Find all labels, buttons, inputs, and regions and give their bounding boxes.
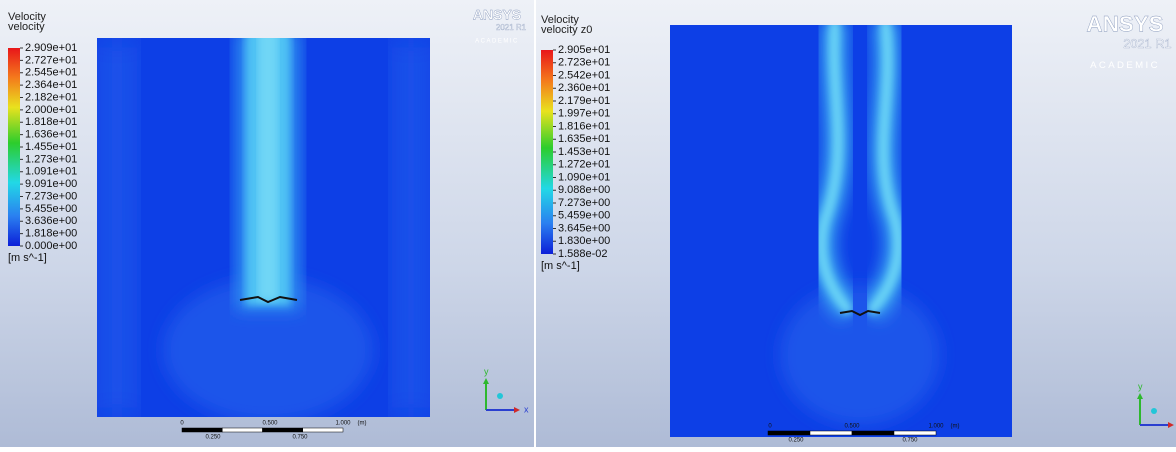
legend-label: 1.588e-02 (558, 248, 608, 260)
contour-plot (670, 20, 1012, 437)
legend-label: 1.273e+01 (25, 153, 77, 165)
legend-label: 3.636e+00 (25, 215, 77, 227)
legend-label: 9.091e+00 (25, 178, 77, 190)
legend-units: [m s^-1] (541, 260, 580, 272)
scale-segment (852, 431, 894, 435)
legend-label: 3.645e+00 (558, 222, 610, 234)
legend-label: 1.997e+01 (558, 108, 610, 120)
scale-label: (m) (951, 424, 960, 430)
scale-label: 0.750 (902, 438, 918, 444)
logo-edition: ACADEMIC (475, 39, 519, 45)
legend-label: 2.727e+01 (25, 54, 77, 66)
legend-label: 1.816e+01 (558, 120, 610, 132)
legend-label: 7.273e+00 (558, 197, 610, 209)
scale-label: 1.000 (928, 424, 944, 430)
scale-label: (m) (358, 421, 367, 427)
legend-label: 2.182e+01 (25, 91, 77, 103)
scale-label: 0.250 (788, 438, 804, 444)
legend-label: 2.000e+01 (25, 104, 77, 116)
legend-label: 5.459e+00 (558, 210, 610, 222)
screenshot: Velocityvelocity2.909e+012.727e+012.545e… (0, 0, 1176, 447)
legend-label: 1.455e+01 (25, 141, 77, 153)
logo-edition: ACADEMIC (1090, 60, 1160, 71)
legend-label: 2.905e+01 (558, 44, 610, 56)
colormap (541, 50, 553, 254)
legend-label: 2.545e+01 (25, 67, 77, 79)
legend-label: 2.179e+01 (558, 95, 610, 107)
scale-segment (222, 428, 262, 432)
triad-z (497, 393, 503, 399)
scale-label: 0.500 (844, 424, 860, 430)
legend-label: 1.635e+01 (558, 133, 610, 145)
triad-label: x (524, 404, 529, 414)
legend-label: 1.272e+01 (558, 159, 610, 171)
legend-label: 1.453e+01 (558, 146, 610, 158)
scale-label: 0.250 (205, 435, 221, 441)
legend-label: 1.636e+01 (25, 129, 77, 141)
scale-segment (810, 431, 852, 435)
legend-label: 5.455e+00 (25, 203, 77, 215)
logo-brand: ANSYS (473, 7, 521, 23)
legend-label: 1.830e+00 (558, 235, 610, 247)
scale-label: 0.500 (262, 421, 278, 427)
scale-label: 1.000 (335, 421, 351, 427)
legend-label: 7.273e+00 (25, 190, 77, 202)
legend-label: 1.818e+01 (25, 116, 77, 128)
legend-label: 2.542e+01 (558, 69, 610, 81)
scale-segment (182, 428, 222, 432)
legend-variable: velocity z0 (541, 24, 592, 36)
triad-z (1151, 408, 1157, 414)
legend-variable: velocity (8, 21, 45, 33)
triad-label: y (1138, 381, 1143, 391)
legend: Velocityvelocity2.909e+012.727e+012.545e… (8, 11, 77, 264)
legend-label: 9.088e+00 (558, 184, 610, 196)
legend-label: 2.364e+01 (25, 79, 77, 91)
logo-version: 2021 R1 (496, 23, 527, 32)
scale-segment (768, 431, 810, 435)
logo-version: 2021 R1 (1123, 36, 1171, 51)
scale-segment (894, 431, 936, 435)
scale-segment (263, 428, 303, 432)
legend-units: [m s^-1] (8, 252, 47, 264)
scale-segment (303, 428, 343, 432)
legend-label: 2.360e+01 (558, 82, 610, 94)
legend-label: 1.818e+00 (25, 228, 77, 240)
legend-label: 2.909e+01 (25, 42, 77, 54)
legend-label: 1.090e+01 (558, 171, 610, 183)
triad-label: y (484, 366, 489, 376)
logo-brand: ANSYS (1086, 12, 1163, 37)
contour-plot (97, 30, 430, 422)
legend-label: 1.091e+01 (25, 166, 77, 178)
legend-label: 2.723e+01 (558, 57, 610, 69)
legend-label: 0.000e+00 (25, 240, 77, 252)
colormap (8, 48, 20, 246)
scale-label: 0.750 (292, 435, 308, 441)
